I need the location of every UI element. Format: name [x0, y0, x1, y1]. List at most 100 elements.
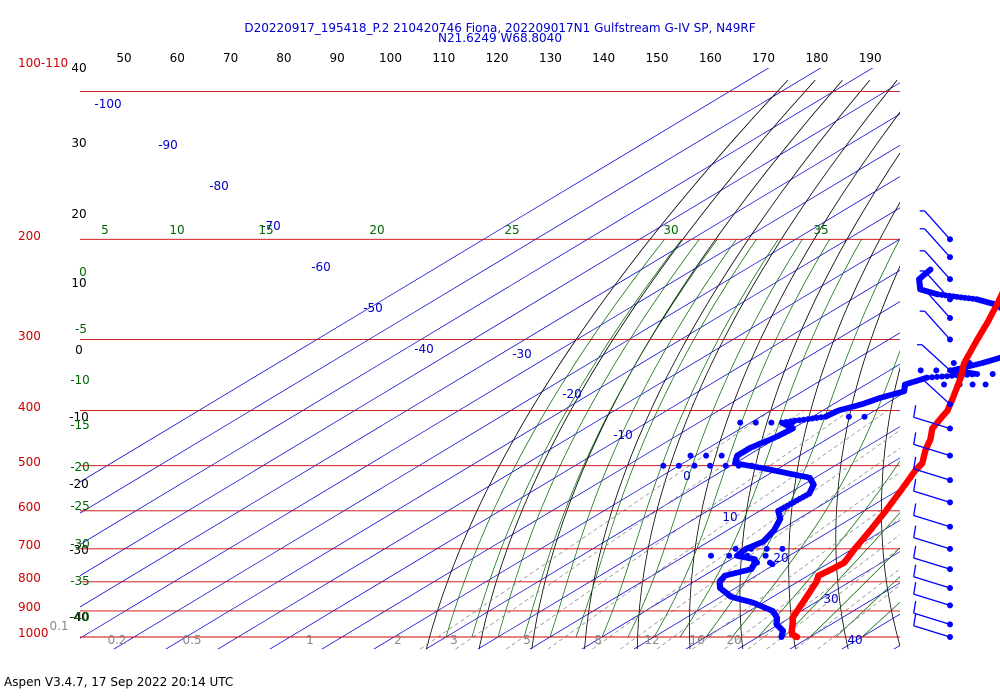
- left-axis-label: -20: [69, 477, 89, 491]
- wind-barb-staff: [924, 289, 951, 319]
- top-axis-label: 80: [276, 51, 291, 65]
- dewpoint-point: [813, 414, 820, 421]
- isotherm-line: [321, 301, 900, 650]
- top-axis-label: 100: [379, 51, 402, 65]
- mixing-ratio-label: 1: [306, 633, 314, 647]
- isotherm-line: [80, 68, 874, 545]
- mixing-ratio-label: 3: [450, 633, 458, 647]
- pressure-label: 200: [18, 229, 41, 243]
- top-axis-label: 150: [646, 51, 669, 65]
- dewpoint-point: [933, 367, 940, 374]
- dry-adiabat-line: [739, 152, 900, 650]
- wind-barb-staff: [913, 514, 951, 528]
- left-axis-label: -30: [69, 543, 89, 557]
- dewpoint-point: [718, 452, 725, 459]
- pressure-label: 400: [18, 400, 41, 414]
- isotherm-label: 0: [683, 469, 691, 483]
- wind-barb-flag: [913, 503, 917, 516]
- isotherm-line: [373, 332, 900, 650]
- wind-barbs: [913, 210, 953, 640]
- moist-adiabat-line: [783, 512, 900, 638]
- dewpoint-point: [778, 419, 785, 426]
- mixing-ratio-line: [592, 429, 900, 650]
- wind-barb-flag: [913, 600, 917, 614]
- mixing-ratio-label: 2: [394, 633, 402, 647]
- mixing-ratio-label: 5: [523, 633, 531, 647]
- wind-barb-staff: [913, 557, 951, 570]
- dewpoint-point: [796, 417, 803, 424]
- dewpoint-point: [708, 552, 714, 559]
- isotherm-line: [80, 82, 900, 577]
- isotherm-label: -60: [311, 260, 331, 274]
- isotherm-line: [113, 176, 900, 650]
- dewpoint-point: [732, 545, 739, 552]
- isotherm-label: -70: [261, 219, 281, 233]
- isotherm-label: -90: [158, 138, 178, 152]
- dewpoint-point: [726, 552, 733, 559]
- isotherm-line: [80, 68, 822, 514]
- dewpoint-point: [809, 415, 816, 422]
- dewpoint-point: [707, 462, 714, 469]
- pressure-label: 500: [18, 455, 41, 469]
- pressure-label: 700: [18, 538, 41, 552]
- moist-adiabat-label: 30: [663, 223, 678, 237]
- isotherm-line: [633, 488, 900, 650]
- moist-adiabat-label: -15: [70, 418, 90, 432]
- wind-barb-flag: [913, 525, 917, 538]
- isotherm-line: [425, 363, 900, 650]
- top-axis-label: 130: [539, 51, 562, 65]
- dewpoint-point: [969, 381, 976, 388]
- isotherm-line: [581, 457, 900, 650]
- isotherm-label: -10: [613, 428, 633, 442]
- dewpoint-point: [861, 413, 868, 420]
- mixing-ratio-label: 0.5: [182, 633, 201, 647]
- top-axis-label: 190: [859, 51, 882, 65]
- pressure-lines: [80, 91, 900, 638]
- mixing-ratio-label: 20: [726, 633, 741, 647]
- mixing-ratio-line: [656, 471, 900, 650]
- wind-barb-staff: [913, 593, 951, 607]
- isotherm-label: 20: [773, 551, 788, 565]
- wind-barb-flag: [913, 479, 917, 492]
- wind-barb-staff: [913, 490, 951, 504]
- dry-adiabat-line: [426, 79, 789, 650]
- moist-adiabat-label: 10: [169, 223, 184, 237]
- wind-barb-staff: [921, 344, 951, 371]
- dewpoint-point: [934, 373, 940, 380]
- moist-adiabat-line: [835, 576, 900, 638]
- dewpoint-point: [982, 381, 989, 388]
- wind-barb-flag: [913, 456, 917, 469]
- left-axis-label: 30: [71, 136, 86, 150]
- dewpoint-point: [722, 462, 729, 469]
- moist-adiabat-label: -10: [70, 373, 90, 387]
- dry-adiabat-line: [636, 79, 898, 650]
- dewpoint-point: [950, 360, 957, 366]
- mixing-ratio-label: 0.2: [107, 633, 126, 647]
- isotherm-line: [165, 207, 900, 650]
- moist-adiabat-line: [497, 239, 700, 638]
- wind-barb-staff: [924, 228, 951, 258]
- isotherm-line: [80, 144, 900, 639]
- dewpoint-point: [675, 462, 682, 469]
- wind-barb-flag: [913, 405, 917, 418]
- mixing-ratio-line: [724, 517, 900, 650]
- isotherm-label: 10: [722, 510, 737, 524]
- moist-adiabat-label: -30: [70, 537, 90, 551]
- pressure-label: 800: [18, 571, 41, 585]
- temperature-series: [788, 290, 1000, 641]
- wind-barb-staff: [913, 625, 951, 638]
- dewpoint-point: [789, 419, 796, 426]
- dewpoint-point: [949, 372, 955, 379]
- moist-adiabat-line: [471, 239, 683, 638]
- moist-adiabat-label: -20: [70, 460, 90, 474]
- mixing-ratio-line: [747, 534, 900, 650]
- isotherm-label: -30: [512, 347, 532, 361]
- left-axis-label: 10: [71, 276, 86, 290]
- top-axis-label: 90: [330, 51, 345, 65]
- dewpoint-point: [929, 374, 935, 381]
- wind-barb-staff: [913, 537, 951, 550]
- mixing-ratio-lines: [420, 410, 900, 650]
- dewpoint-point: [941, 381, 947, 388]
- top-axis-label: 110: [432, 51, 455, 65]
